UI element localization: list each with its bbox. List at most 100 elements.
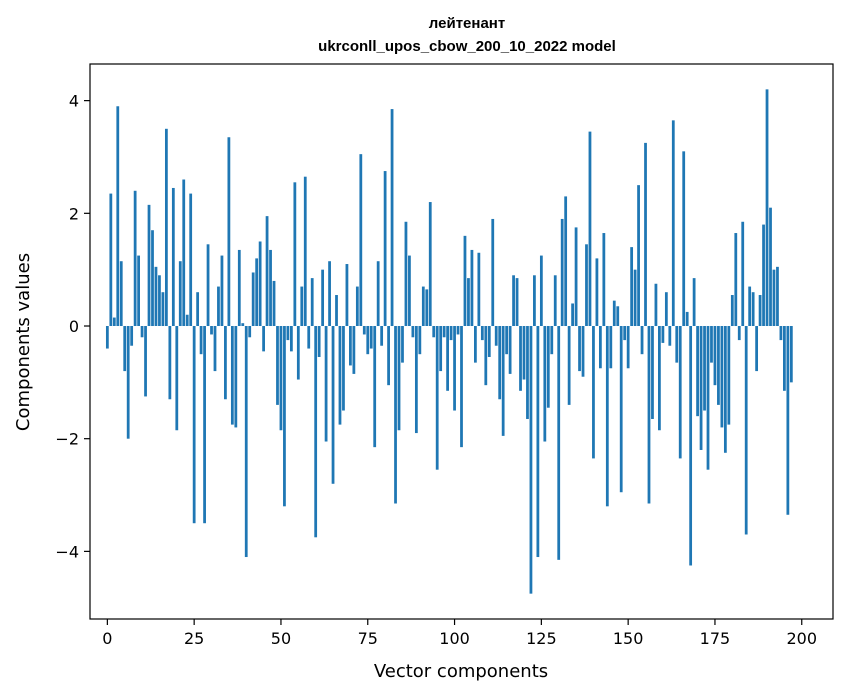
bar <box>633 269 637 327</box>
bar <box>303 176 307 326</box>
bar <box>189 193 193 326</box>
bar <box>453 326 456 411</box>
bar <box>217 286 220 326</box>
bar <box>612 300 616 327</box>
bars-group <box>105 89 793 594</box>
bar <box>651 326 654 419</box>
bar <box>567 326 571 405</box>
bar <box>446 326 449 391</box>
bar <box>658 326 661 431</box>
bar <box>168 326 172 400</box>
bar <box>182 179 186 327</box>
bar <box>748 286 752 326</box>
bar <box>515 278 519 326</box>
bar <box>588 131 592 326</box>
bar <box>328 261 331 327</box>
bar <box>675 326 679 363</box>
bar <box>376 261 380 327</box>
bar <box>185 314 189 327</box>
bar <box>789 326 793 383</box>
bar <box>199 326 203 355</box>
plot-frame <box>89 63 834 620</box>
chart-title: лейтенант <box>429 15 505 32</box>
bar <box>626 326 630 369</box>
bar <box>571 303 574 327</box>
bar <box>727 326 731 425</box>
bar <box>289 326 293 352</box>
bar <box>762 224 765 326</box>
x-tick-label: 75 <box>358 629 378 648</box>
bar <box>751 292 755 327</box>
bar <box>397 326 401 431</box>
bar <box>147 204 151 326</box>
bar <box>421 286 425 326</box>
y-tick-label: 4 <box>69 92 79 111</box>
bar <box>758 295 762 327</box>
bar <box>671 120 675 327</box>
bar <box>564 196 568 326</box>
bar <box>769 207 772 326</box>
bar <box>137 255 140 326</box>
bar <box>682 151 686 327</box>
bar <box>425 289 429 326</box>
bar <box>164 128 168 327</box>
bar <box>487 326 491 357</box>
bar <box>230 326 234 425</box>
bar <box>154 266 158 326</box>
bar <box>741 221 745 327</box>
bar <box>293 182 297 326</box>
bar <box>696 326 699 417</box>
bar <box>664 292 668 327</box>
bar <box>269 249 272 327</box>
bar <box>630 247 634 326</box>
bar <box>619 326 623 493</box>
bar <box>779 326 783 341</box>
bar <box>355 286 359 326</box>
bar <box>744 326 748 535</box>
bar <box>359 154 363 326</box>
bar <box>605 326 609 507</box>
bar <box>637 185 640 326</box>
bar <box>480 326 484 341</box>
bar <box>203 326 206 524</box>
bar <box>123 326 127 372</box>
chart-subtitle: ukrconll_upos_cbow_200_10_2022 model <box>318 38 616 55</box>
x-tick-label: 100 <box>439 629 470 648</box>
bar <box>428 202 432 327</box>
bar <box>560 218 564 327</box>
bar <box>352 326 356 374</box>
x-tick-label: 25 <box>184 629 204 648</box>
bar <box>369 326 373 349</box>
bar <box>692 278 696 326</box>
bar <box>713 326 717 386</box>
bar <box>609 326 613 369</box>
bar <box>737 326 741 341</box>
bar <box>491 218 495 327</box>
bar <box>689 326 693 566</box>
bar <box>286 326 290 341</box>
bar <box>644 142 647 326</box>
bar <box>262 326 265 352</box>
bar <box>213 326 217 372</box>
bar <box>414 326 418 434</box>
bar <box>126 326 130 439</box>
y-axis-label: Components values <box>13 253 34 431</box>
bar <box>602 233 606 327</box>
y-tick-label: −4 <box>55 542 79 561</box>
bar <box>317 326 321 357</box>
y-tick-label: 2 <box>69 204 79 223</box>
bar <box>338 326 342 425</box>
bar <box>494 326 498 346</box>
bar <box>557 326 561 560</box>
bar <box>470 249 474 327</box>
x-axis: 0 25 50 75 100 125 150 175 200 <box>102 619 817 648</box>
bar <box>720 326 724 428</box>
y-tick-label: −2 <box>55 430 79 449</box>
bar <box>411 326 415 338</box>
bar <box>685 311 689 327</box>
bar <box>467 278 470 326</box>
bar <box>776 266 779 326</box>
bar <box>484 326 488 386</box>
bar <box>581 326 585 377</box>
bar <box>668 326 672 346</box>
